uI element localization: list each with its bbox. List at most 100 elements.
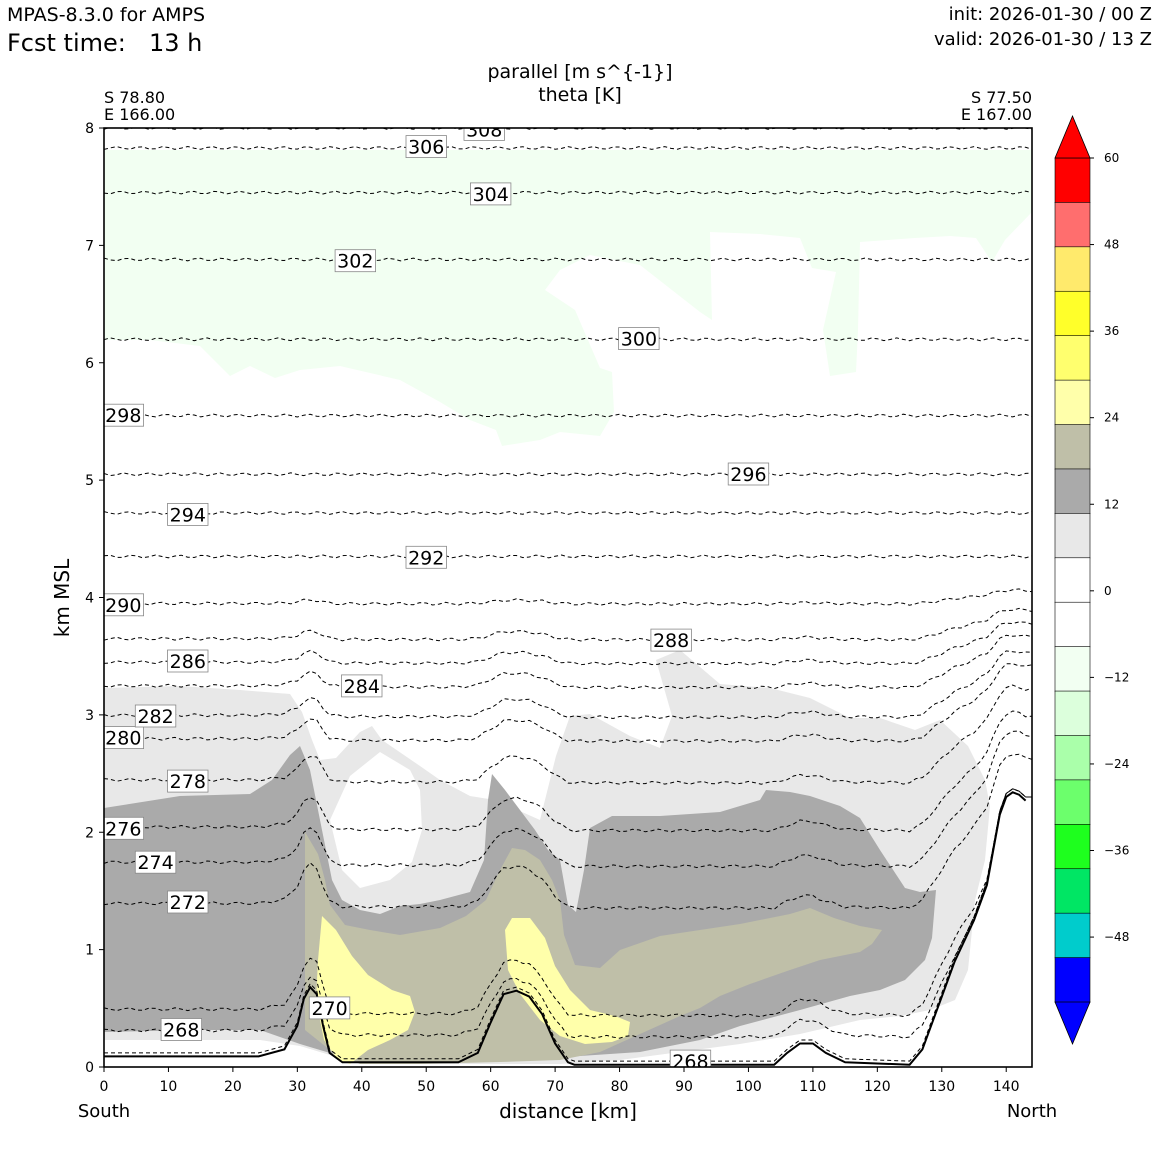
- contour-label-box: [334, 249, 377, 273]
- contour-label-text: 280: [105, 728, 141, 750]
- contour-label-text: 288: [653, 630, 689, 652]
- contour-label-306: 306: [405, 135, 447, 159]
- contour-label-294: 294: [167, 502, 209, 526]
- theta-contour-280: [104, 663, 1032, 743]
- colorbar-tick-label--24: −24: [1104, 757, 1129, 771]
- contour-label-box: [308, 996, 351, 1020]
- contour-label-282: 282: [134, 704, 177, 728]
- contour-label-box: [134, 850, 177, 874]
- y-tick-label-1: 1: [85, 943, 94, 959]
- contour-label-text: 296: [730, 464, 766, 486]
- x-tick-label-80: 80: [611, 1079, 629, 1095]
- contour-label-text: 284: [344, 676, 380, 698]
- colorbar-segment: [1054, 601, 1091, 648]
- contour-label-text: 304: [473, 184, 509, 206]
- colorbar-tick-label-48: 48: [1104, 238, 1119, 252]
- theta-contour-274: [104, 730, 1032, 869]
- contour-label-290: 290: [104, 593, 144, 617]
- contour-label-text: 300: [621, 329, 657, 351]
- contour-label-box: [405, 135, 447, 159]
- colorbar-segment: [1054, 202, 1091, 248]
- contour-label-280: 280: [104, 726, 144, 750]
- x-tick-label-20: 20: [224, 1079, 242, 1095]
- colorbar-segment: [1054, 957, 1091, 1003]
- contour-label-box: [618, 327, 660, 351]
- contour-label-box: [341, 674, 383, 698]
- contour-label-box: [727, 462, 770, 486]
- theta-contour-296: [104, 472, 1032, 477]
- theta-contour-302: [104, 257, 1032, 262]
- colorbar-tick-label--48: −48: [1104, 930, 1129, 944]
- contour-label-text: 290: [105, 595, 141, 617]
- y-tick-label-8: 8: [85, 121, 94, 137]
- x-tick-label-140: 140: [993, 1079, 1020, 1095]
- contour-label-text: 268: [163, 1020, 199, 1042]
- theta-contour-304: [104, 190, 1032, 195]
- colorbar: 60 48 36 24 12 0 −12 −24 −36 −48: [1054, 114, 1129, 1046]
- contour-label-text: 278: [170, 771, 206, 793]
- colorbar-segment: [1054, 690, 1091, 737]
- x-tick-label-50: 50: [417, 1079, 435, 1095]
- colorbar-segment: [1054, 424, 1091, 470]
- fill-pale-yellow-west: [316, 916, 415, 1064]
- y-axis-label: km MSL: [50, 558, 74, 637]
- contour-label-box: [167, 769, 209, 793]
- contour-label-text: 306: [408, 137, 444, 159]
- contour-label-268: 268: [669, 1049, 712, 1067]
- valid-time: valid: 2026-01-30 / 13 Z: [934, 29, 1152, 50]
- contour-label-308: 308: [463, 128, 505, 141]
- colorbar-tick-label--12: −12: [1104, 670, 1129, 684]
- contour-label-286: 286: [167, 649, 209, 673]
- colorbar-extend-top: [1054, 114, 1091, 159]
- colorbar-segment: [1054, 646, 1091, 692]
- contour-label-298: 298: [104, 403, 144, 427]
- colorbar-extend-bottom: [1054, 1001, 1091, 1046]
- start-lon-label: E 166.00: [104, 105, 175, 124]
- contour-label-278: 278: [167, 769, 209, 793]
- contour-label-268: 268: [160, 1018, 203, 1042]
- contour-label-text: 274: [137, 852, 173, 874]
- start-lat-label: S 78.80: [104, 88, 165, 107]
- theta-contour-294: [104, 511, 1032, 515]
- contour-label-box: [650, 628, 692, 652]
- fcst-time-label: Fcst time:: [7, 29, 126, 57]
- theta-contours: [104, 128, 1032, 1062]
- x-axis: 0 10 20 30 40 50 60 70 80 90 100 110 120 130 140: [100, 1067, 1020, 1095]
- fcst-time-value: 13 h: [149, 29, 203, 57]
- theta-contour-286: [104, 621, 1032, 666]
- contour-label-text: 286: [170, 651, 206, 673]
- colorbar-segment: [1054, 157, 1091, 204]
- theta-contour-300: [104, 337, 1032, 342]
- theta-contour-290: [104, 588, 1032, 606]
- theta-contour-298: [104, 413, 1032, 418]
- x-tick-label-110: 110: [800, 1079, 827, 1095]
- model-title: MPAS-8.3.0 for AMPS: [7, 4, 206, 26]
- y-tick-label-4: 4: [85, 591, 94, 607]
- colorbar-tick-label--36: −36: [1104, 844, 1129, 858]
- contour-label-292: 292: [405, 545, 447, 569]
- contour-label-box: [104, 816, 144, 840]
- theta-contour-292: [104, 554, 1032, 559]
- contour-label-text: 272: [170, 892, 206, 914]
- theta-contour-306: [104, 145, 1032, 150]
- title-line-2: theta [K]: [538, 84, 622, 106]
- south-label: South: [78, 1101, 130, 1122]
- x-tick-label-60: 60: [482, 1079, 500, 1095]
- contour-label-box: [463, 128, 505, 141]
- colorbar-segment: [1054, 735, 1091, 781]
- contour-label-text: 298: [105, 405, 141, 427]
- colorbar-segment: [1054, 290, 1091, 337]
- colorbar-segment: [1054, 868, 1091, 914]
- colorbar-segment: [1054, 335, 1091, 381]
- colorbar-segment: [1054, 246, 1091, 292]
- contour-label-box: [167, 890, 209, 914]
- colorbar-segment: [1054, 912, 1091, 959]
- contour-label-302: 302: [334, 249, 377, 273]
- contour-label-box: [160, 1018, 203, 1041]
- x-tick-label-10: 10: [160, 1079, 178, 1095]
- contour-label-box: [167, 649, 209, 673]
- colorbar-segment: [1054, 824, 1091, 870]
